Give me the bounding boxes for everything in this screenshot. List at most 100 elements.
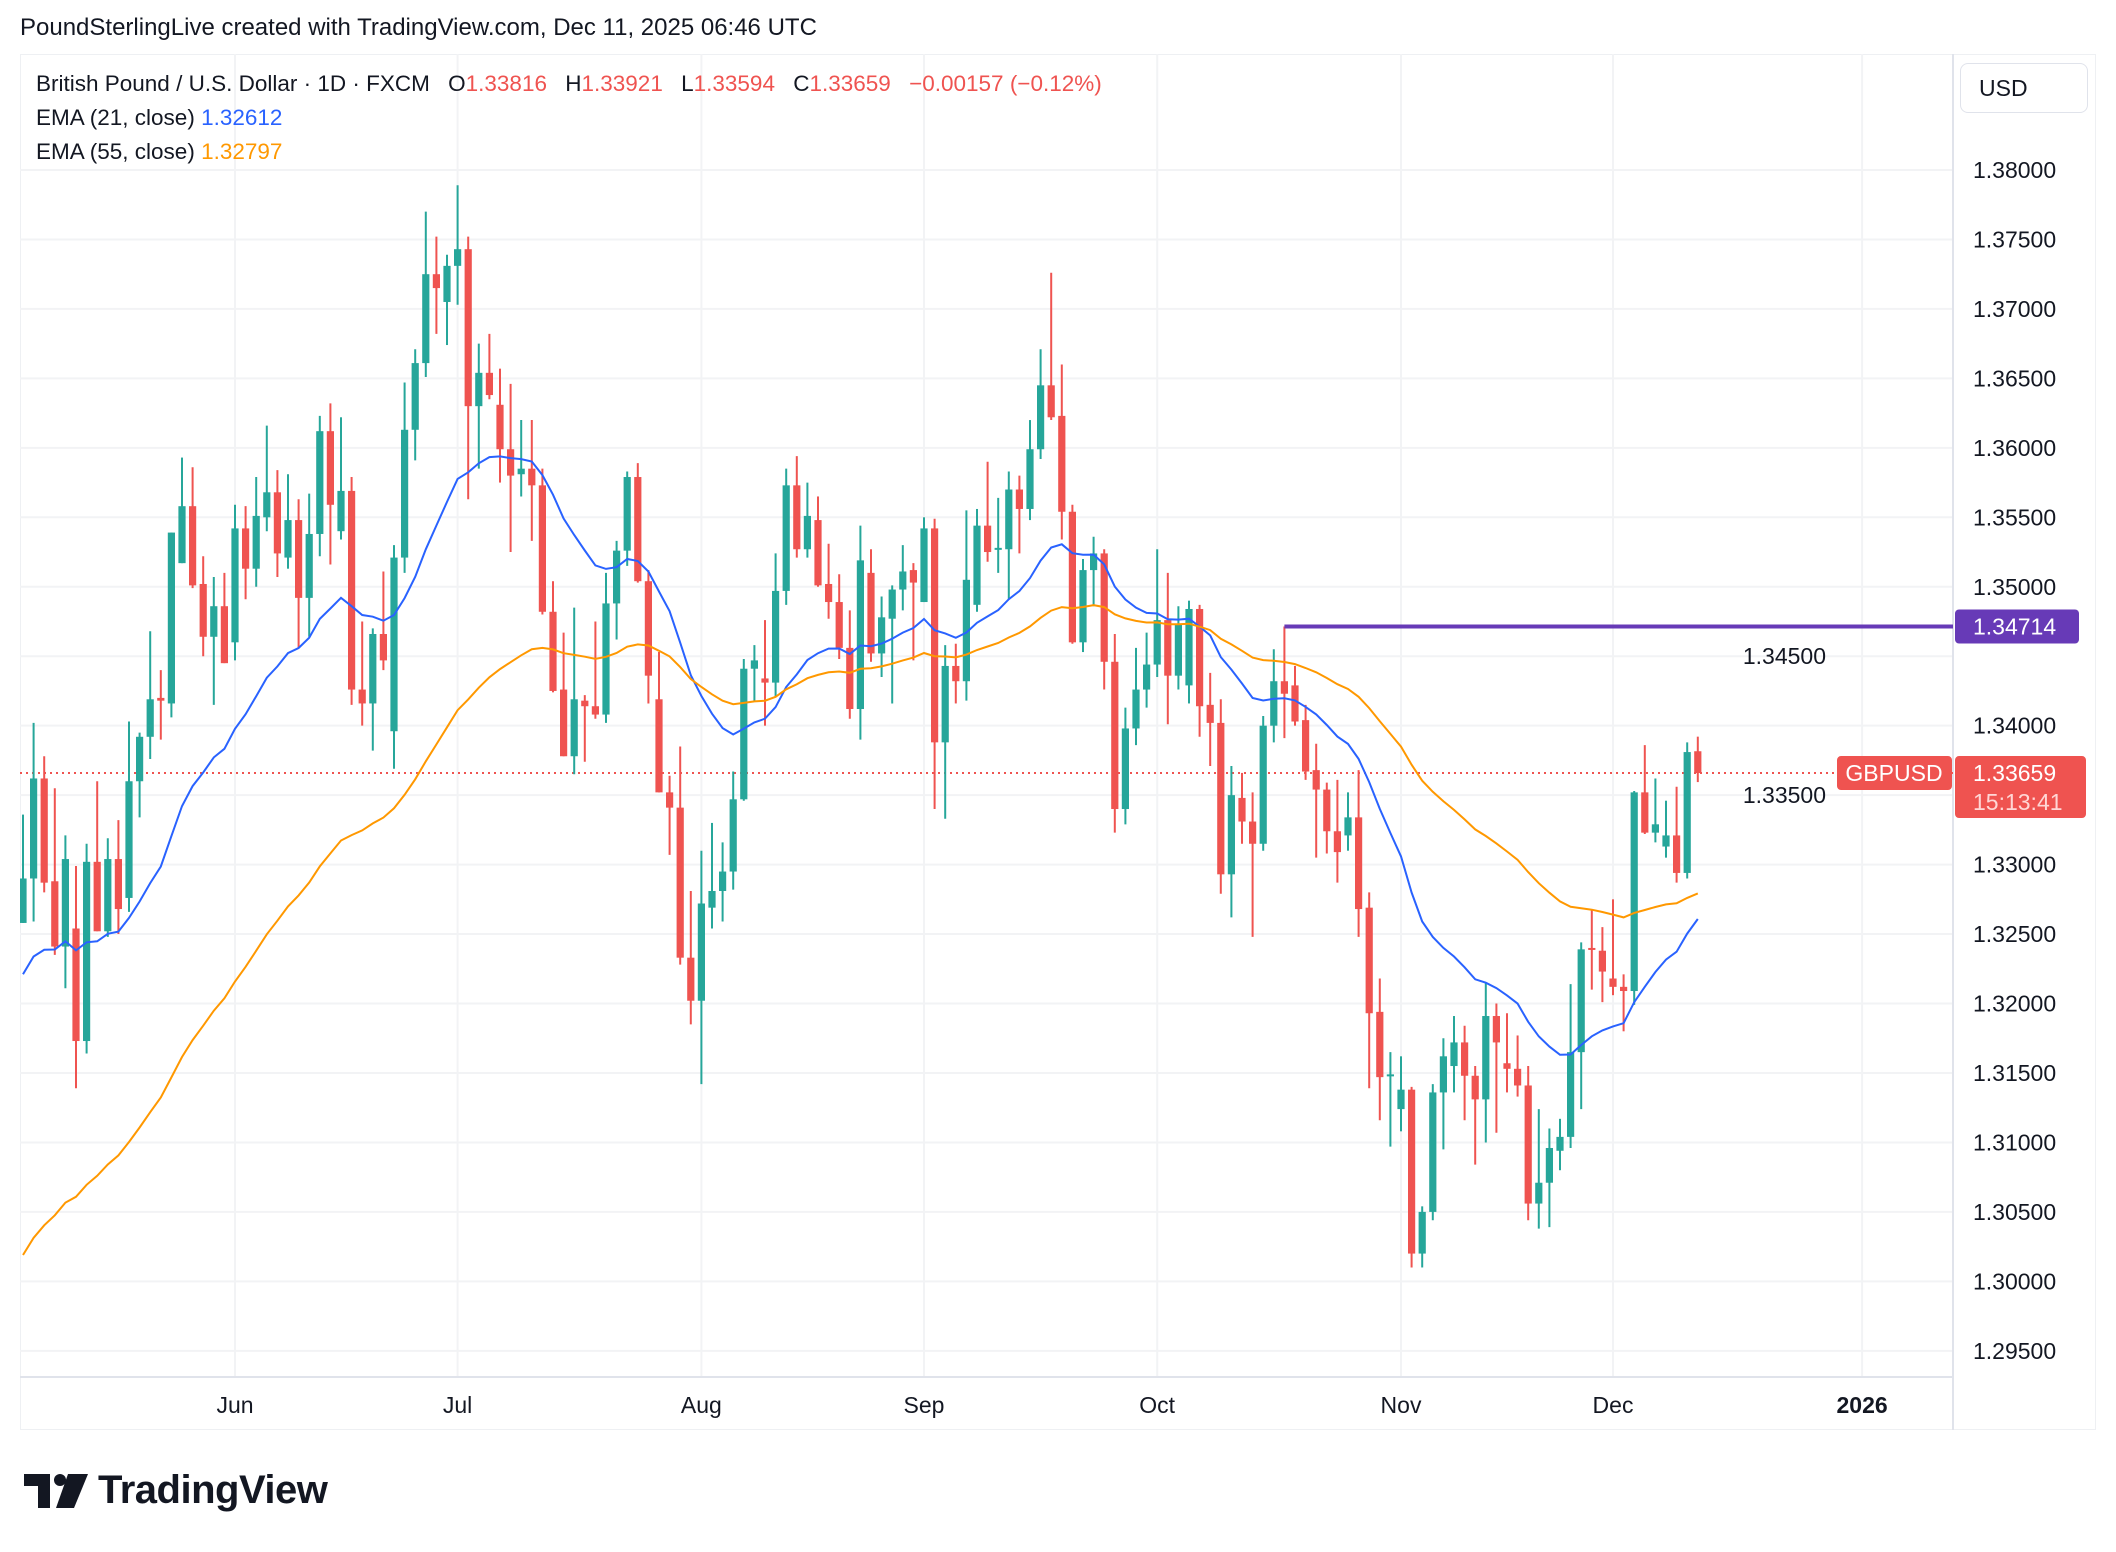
candle-body [1333, 831, 1341, 853]
currency-button[interactable]: USD [1960, 63, 2088, 113]
y-tick-label: 1.31000 [1973, 1129, 2056, 1155]
candle-body [61, 859, 69, 947]
candle-up [337, 417, 345, 540]
y-tick-label: 1.33500 [1743, 782, 1826, 808]
candle-body [814, 520, 822, 586]
candle-body [1620, 986, 1628, 992]
candle-down [1249, 792, 1257, 937]
candle-body [432, 274, 440, 289]
candle-body [803, 515, 811, 550]
candle-body [507, 449, 515, 476]
candle-body [1514, 1068, 1522, 1086]
candle-down [666, 775, 674, 855]
ema21-line[interactable] [22, 455, 1699, 1056]
candle-up [104, 838, 112, 937]
candle-up [61, 835, 69, 989]
level-price-badge [1955, 609, 2079, 644]
candle-body [1376, 1011, 1384, 1078]
candle-down [538, 468, 546, 615]
tradingview-logo[interactable]: TradingView [24, 1468, 328, 1513]
candle-down [909, 563, 917, 661]
candle-body [1556, 1136, 1564, 1151]
candle-down [464, 236, 472, 500]
candle-body [591, 706, 599, 715]
candle-body [644, 581, 652, 676]
last-price-badge [1955, 756, 2086, 819]
candle-up [316, 415, 324, 557]
candle-down [295, 499, 303, 648]
candle-up [305, 493, 313, 637]
candle-body [1227, 795, 1235, 875]
candle-body [793, 485, 801, 550]
candle-body [1535, 1182, 1543, 1204]
candle-body [114, 859, 122, 910]
candle-up [1450, 1016, 1458, 1093]
candle-body [1206, 704, 1214, 723]
candle-up [803, 482, 811, 558]
candle-body [157, 697, 165, 701]
candle-body [51, 881, 59, 947]
ema55-line[interactable] [22, 604, 1699, 1256]
candle-up [1535, 1109, 1543, 1229]
ema55-legend[interactable]: EMA (55, close) 1.32797 [36, 139, 282, 165]
candle-up [20, 814, 27, 923]
chart-frame [20, 54, 2096, 1430]
candle-down [273, 470, 281, 578]
candle-body [40, 778, 48, 883]
candle-body [1386, 1074, 1394, 1077]
candle-body [379, 633, 387, 661]
candle-body [867, 572, 875, 654]
candle-body [528, 468, 536, 486]
candle-body [962, 579, 970, 682]
candle-up [750, 645, 758, 701]
candle-body [920, 528, 928, 603]
candle-body [1323, 789, 1331, 832]
candle-down [1217, 699, 1225, 894]
candle-body [708, 890, 716, 908]
candle-down [485, 333, 493, 400]
candle-up [1090, 536, 1098, 607]
y-tick-label: 1.37500 [1973, 226, 2056, 252]
candle-body [125, 781, 133, 898]
candle-body [369, 633, 377, 704]
candle-down [1291, 665, 1299, 726]
candle-up [136, 732, 144, 818]
candle-down [1312, 743, 1320, 858]
chart-credit: PoundSterlingLive created with TradingVi… [20, 14, 817, 41]
candle-up [1651, 778, 1659, 843]
candle-up [772, 553, 780, 697]
candle-body [1047, 385, 1055, 418]
plot-area[interactable] [19, 185, 1953, 1268]
candle-body [1026, 449, 1034, 509]
candle-down [1588, 909, 1596, 990]
candle-up [30, 722, 38, 922]
candle-down [220, 572, 228, 664]
candle-body [602, 603, 610, 715]
candle-body [1270, 681, 1278, 726]
candle-body [973, 525, 981, 605]
candle-down [676, 746, 684, 965]
candle-body [167, 532, 175, 704]
candle-down [581, 695, 589, 762]
candle-down [1047, 272, 1055, 421]
candle-body [856, 560, 864, 710]
candle-body [1588, 947, 1596, 950]
candle-up [1227, 765, 1235, 918]
candle-down [242, 506, 250, 600]
candle-up [729, 771, 737, 890]
candle-up [1630, 790, 1638, 1005]
ema21-legend[interactable]: EMA (21, close) 1.32612 [36, 105, 282, 131]
open-label: O [448, 71, 466, 96]
candle-body [1609, 978, 1617, 987]
y-tick-label: 1.32500 [1973, 921, 2056, 947]
candle-down [835, 574, 843, 659]
candle-body [888, 589, 896, 619]
candle-body [104, 859, 112, 932]
candle-up [1037, 349, 1045, 459]
x-tick-label: Jun [216, 1392, 253, 1418]
candle-body [931, 528, 939, 743]
candle-body [1312, 770, 1320, 790]
candle-body [984, 525, 992, 553]
candle-body [411, 363, 419, 430]
